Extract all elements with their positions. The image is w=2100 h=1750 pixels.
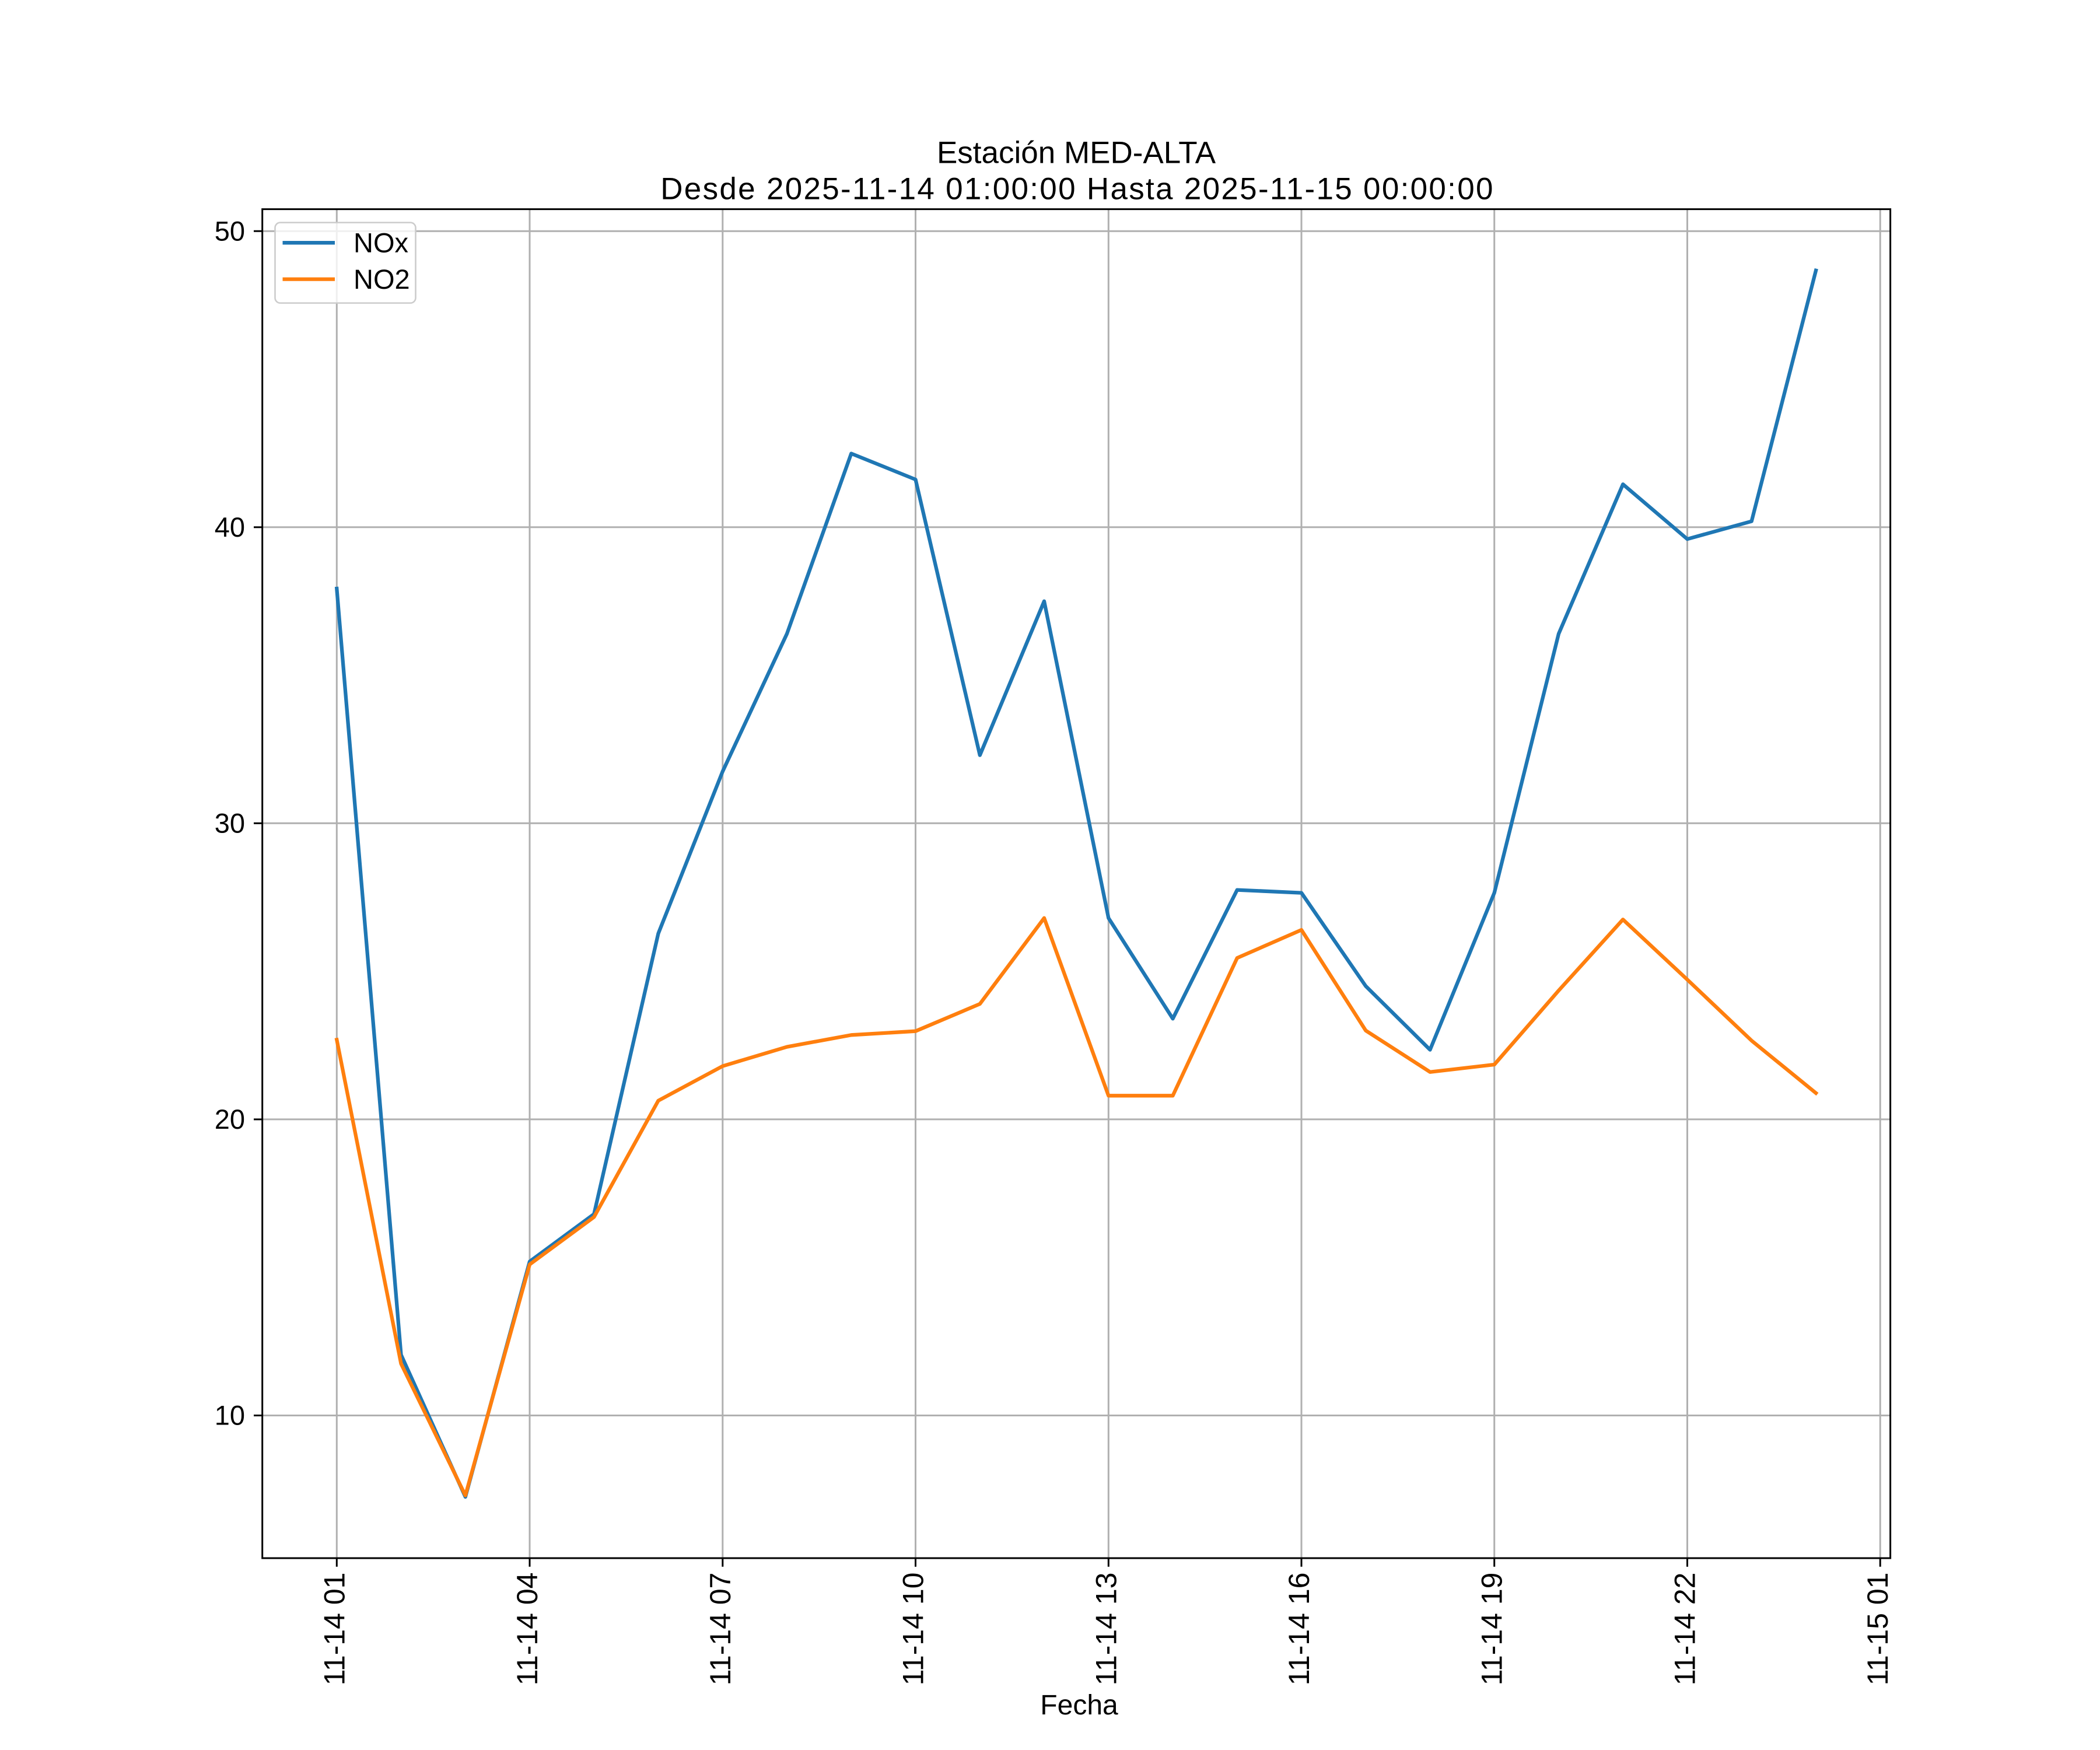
svg-text:11-14 07: 11-14 07 bbox=[704, 1573, 737, 1686]
svg-text:30: 30 bbox=[215, 808, 245, 839]
svg-text:11-14 13: 11-14 13 bbox=[1090, 1573, 1122, 1686]
svg-text:11-14 19: 11-14 19 bbox=[1476, 1573, 1508, 1686]
svg-text:11-14 10: 11-14 10 bbox=[897, 1573, 930, 1686]
svg-text:10: 10 bbox=[215, 1400, 245, 1431]
svg-text:11-14 16: 11-14 16 bbox=[1283, 1573, 1315, 1686]
svg-text:50: 50 bbox=[215, 215, 245, 246]
svg-text:Desde 2025-11-14 01:00:00 Hast: Desde 2025-11-14 01:00:00 Hasta 2025-11-… bbox=[660, 172, 1494, 206]
svg-text:NO2: NO2 bbox=[354, 264, 410, 295]
svg-text:Fecha: Fecha bbox=[1040, 1690, 1118, 1721]
svg-text:40: 40 bbox=[215, 512, 245, 542]
svg-text:20: 20 bbox=[215, 1104, 245, 1135]
svg-text:11-14 04: 11-14 04 bbox=[511, 1573, 544, 1686]
svg-text:11-14 22: 11-14 22 bbox=[1669, 1573, 1702, 1686]
svg-text:11-14 01: 11-14 01 bbox=[318, 1573, 351, 1686]
svg-text:Estación MED-ALTA: Estación MED-ALTA bbox=[937, 135, 1216, 170]
svg-text:NOx: NOx bbox=[354, 227, 408, 258]
svg-text:11-15 01: 11-15 01 bbox=[1861, 1573, 1894, 1686]
